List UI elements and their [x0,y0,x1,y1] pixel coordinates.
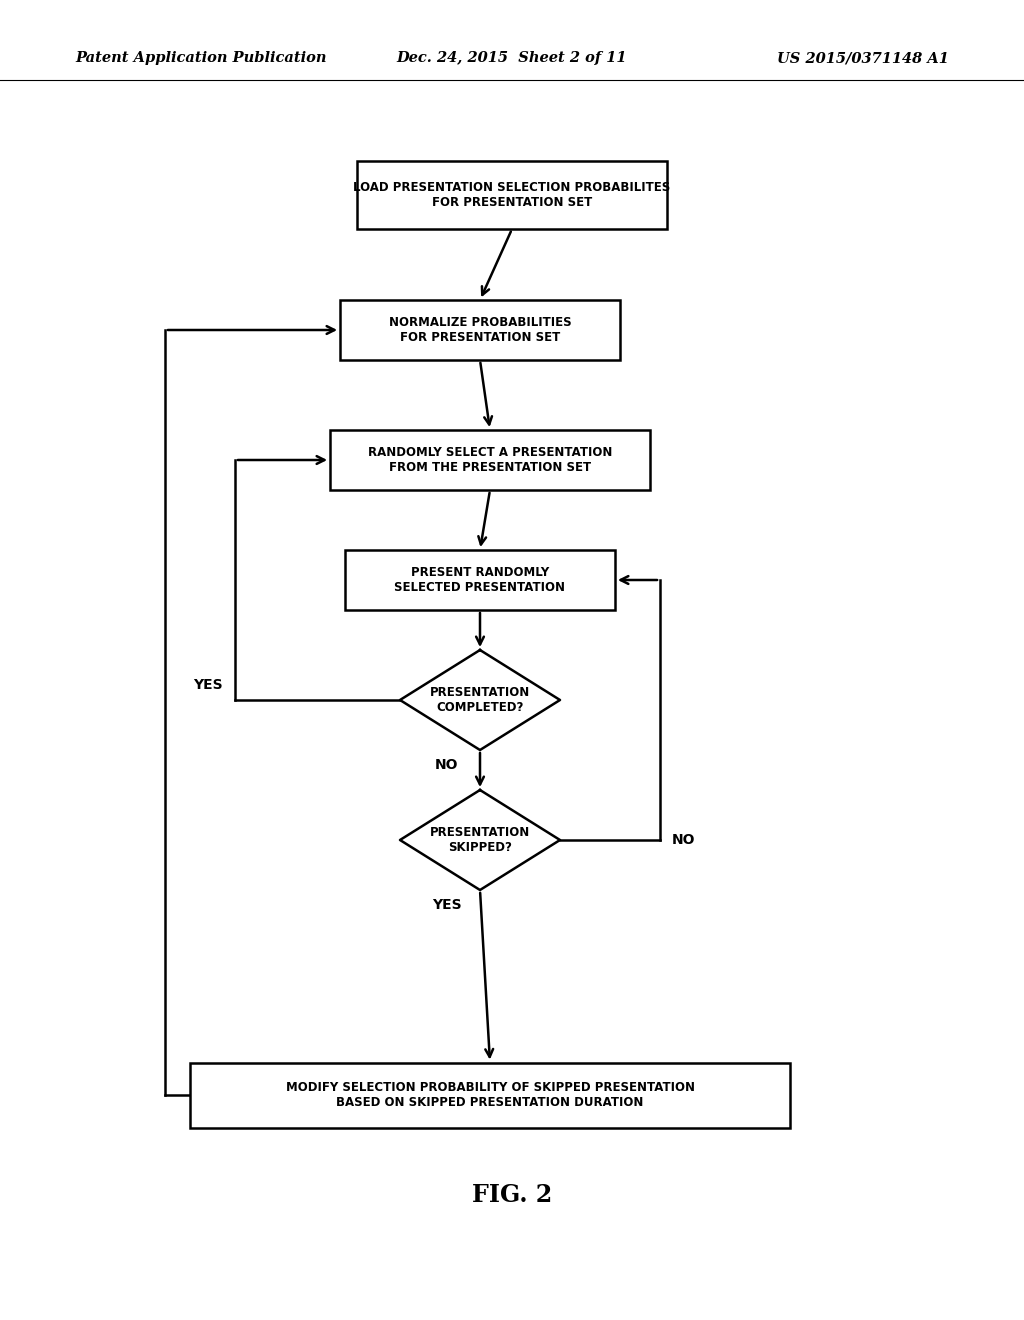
Text: PRESENT RANDOMLY
SELECTED PRESENTATION: PRESENT RANDOMLY SELECTED PRESENTATION [394,566,565,594]
Text: YES: YES [432,898,462,912]
Text: US 2015/0371148 A1: US 2015/0371148 A1 [777,51,949,65]
Polygon shape [400,649,560,750]
Text: LOAD PRESENTATION SELECTION PROBABILITES
FOR PRESENTATION SET: LOAD PRESENTATION SELECTION PROBABILITES… [353,181,671,209]
Text: PRESENTATION
SKIPPED?: PRESENTATION SKIPPED? [430,826,530,854]
Text: YES: YES [194,678,223,692]
FancyBboxPatch shape [190,1063,790,1127]
Polygon shape [400,789,560,890]
Text: Patent Application Publication: Patent Application Publication [75,51,327,65]
Text: FIG. 2: FIG. 2 [472,1183,552,1206]
Text: Dec. 24, 2015  Sheet 2 of 11: Dec. 24, 2015 Sheet 2 of 11 [396,51,628,65]
Text: NO: NO [672,833,695,847]
Text: NORMALIZE PROBABILITIES
FOR PRESENTATION SET: NORMALIZE PROBABILITIES FOR PRESENTATION… [389,315,571,345]
FancyBboxPatch shape [330,430,650,490]
FancyBboxPatch shape [357,161,667,228]
FancyBboxPatch shape [340,300,620,360]
FancyBboxPatch shape [345,550,615,610]
Text: RANDOMLY SELECT A PRESENTATION
FROM THE PRESENTATION SET: RANDOMLY SELECT A PRESENTATION FROM THE … [368,446,612,474]
Text: MODIFY SELECTION PROBABILITY OF SKIPPED PRESENTATION
BASED ON SKIPPED PRESENTATI: MODIFY SELECTION PROBABILITY OF SKIPPED … [286,1081,694,1109]
Text: NO: NO [434,758,458,772]
Text: PRESENTATION
COMPLETED?: PRESENTATION COMPLETED? [430,686,530,714]
